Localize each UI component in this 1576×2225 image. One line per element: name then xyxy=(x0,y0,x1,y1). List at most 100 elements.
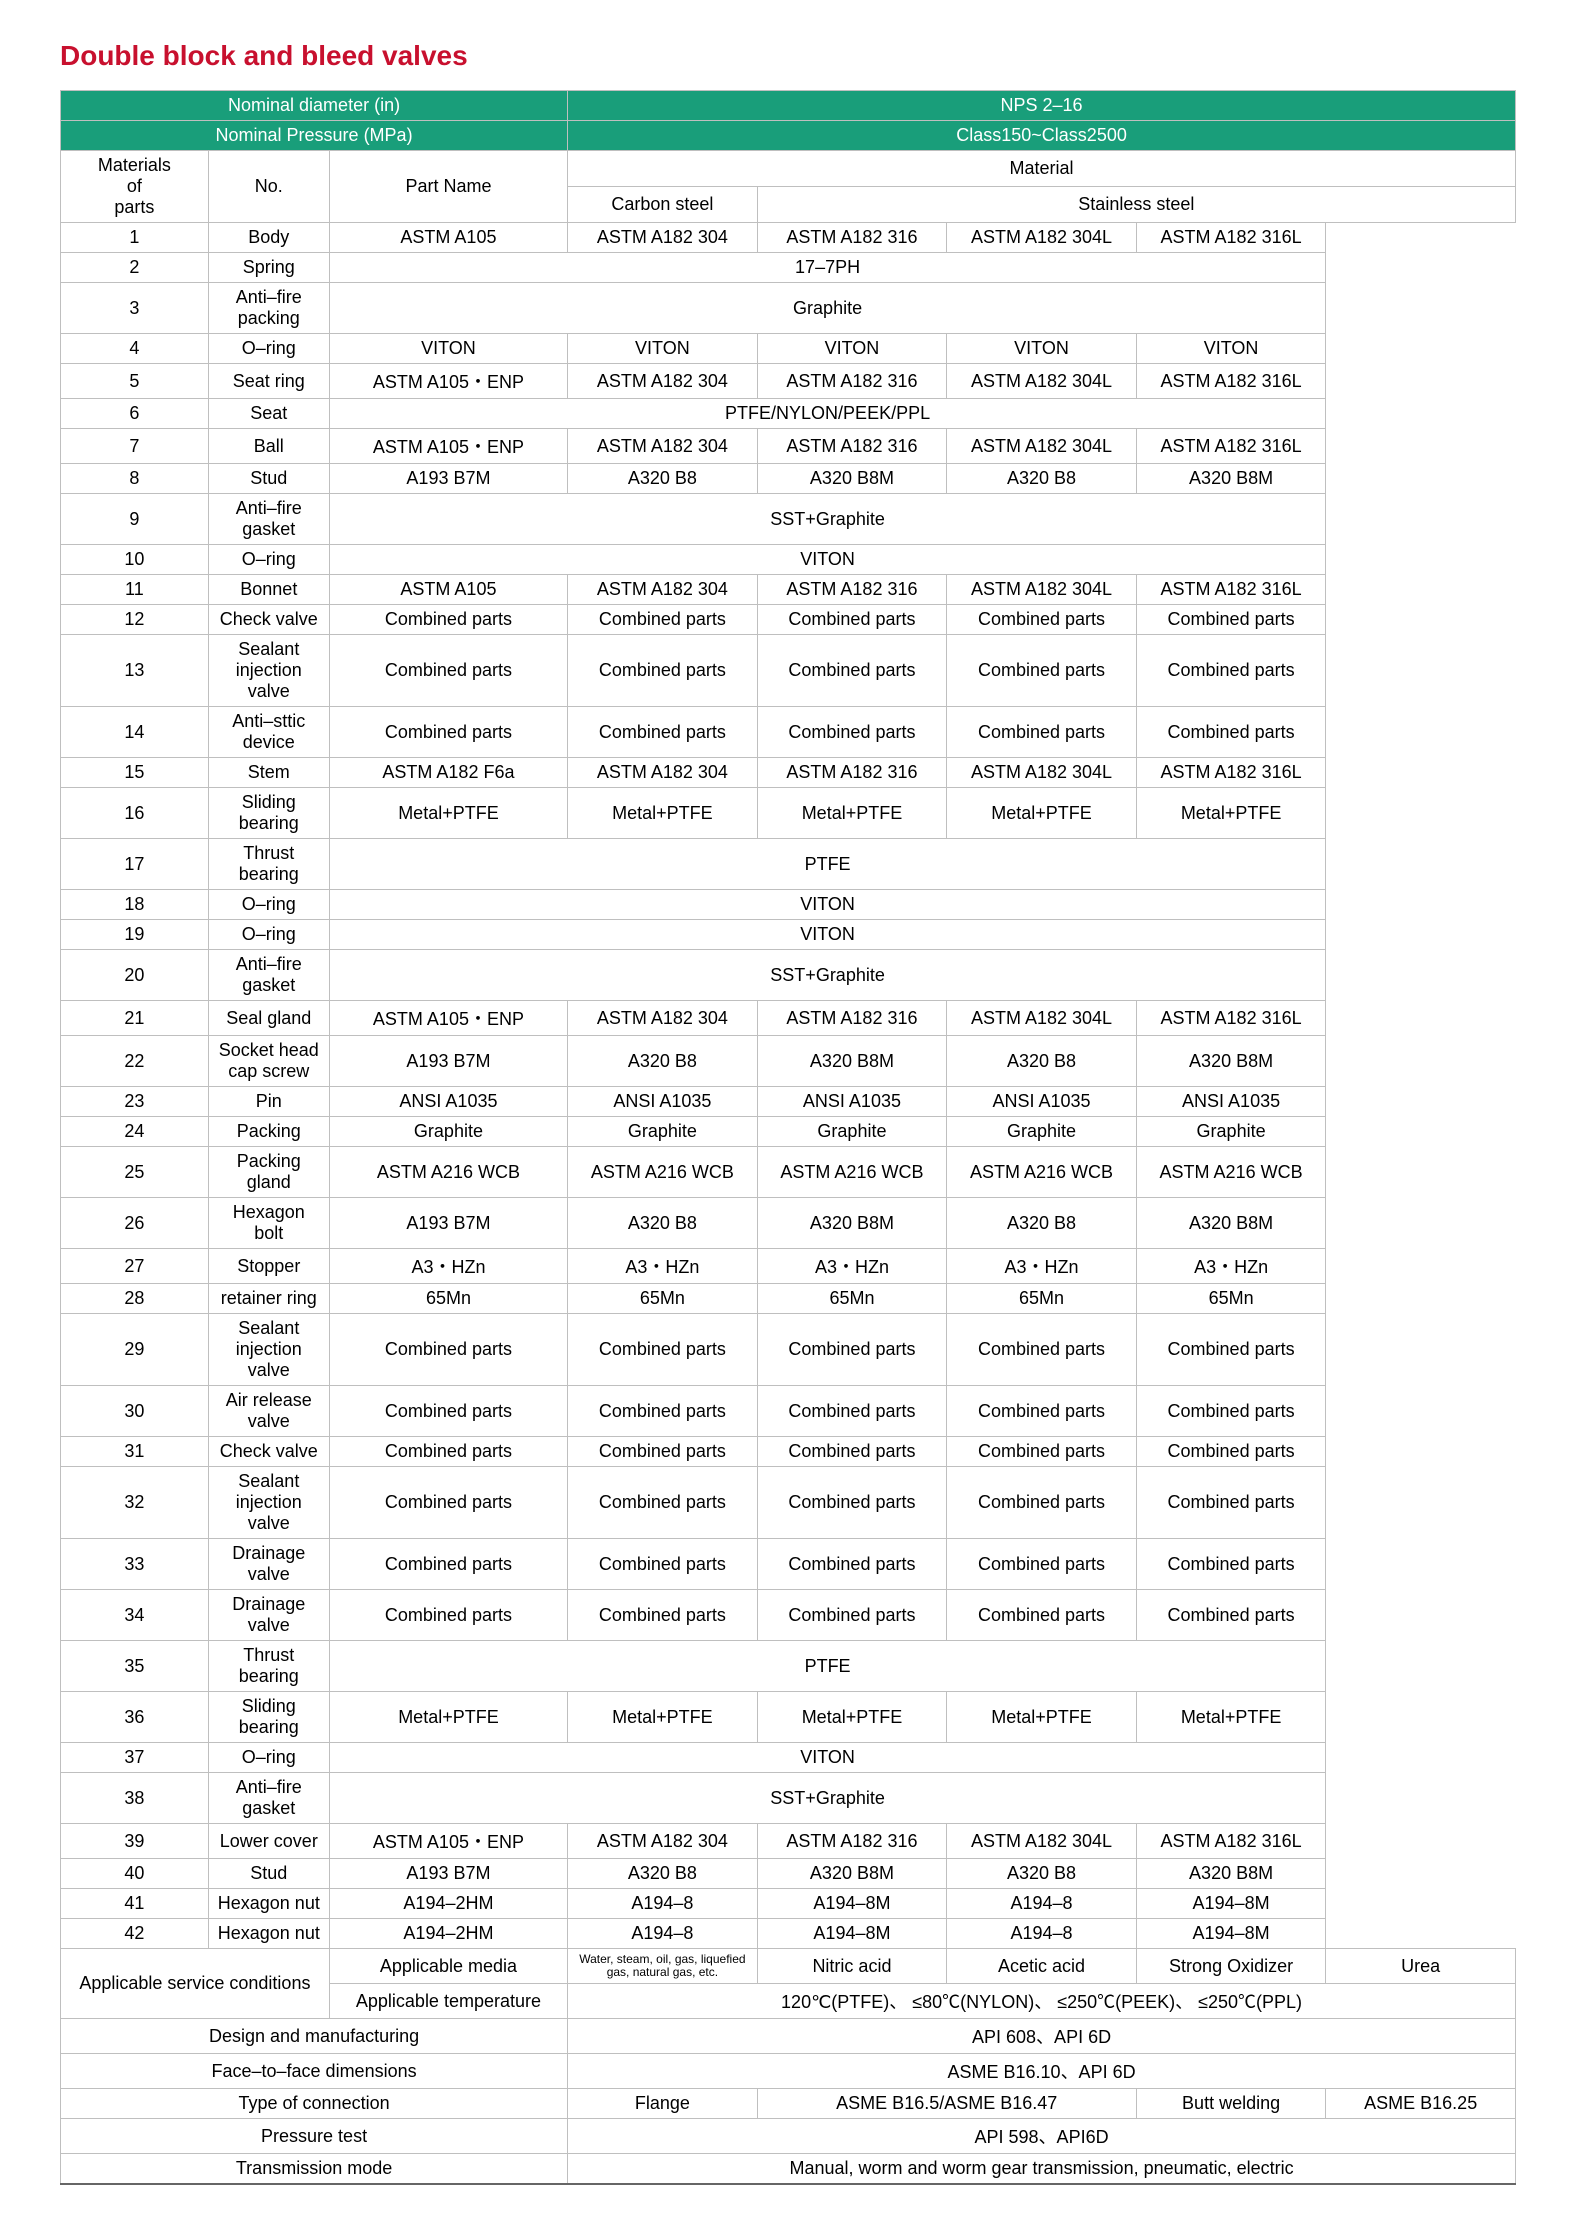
col-stainless-steel: Stainless steel xyxy=(757,187,1515,223)
part-material-cell: Combined parts xyxy=(568,1386,758,1437)
table-row: 2Spring17–7PH xyxy=(61,253,1516,283)
part-material-span: PTFE xyxy=(329,839,1326,890)
table-row: 27StopperA3・HZnA3・HZnA3・HZnA3・HZnA3・HZn xyxy=(61,1249,1516,1284)
part-material-cell: ASTM A182 304L xyxy=(947,364,1137,399)
part-material-cell: ASTM A182 316 xyxy=(757,575,947,605)
table-row: 38Anti–fire gasketSST+Graphite xyxy=(61,1773,1516,1824)
part-material-cell: Combined parts xyxy=(947,1590,1137,1641)
part-material-cell: A320 B8 xyxy=(568,1859,758,1889)
part-material-cell: A320 B8M xyxy=(1136,1198,1326,1249)
part-no: 33 xyxy=(61,1539,209,1590)
part-material-cell: ASTM A182 316L xyxy=(1136,1824,1326,1859)
row-design-label: Design and manufacturing xyxy=(61,2019,568,2054)
part-name: Anti–sttic device xyxy=(208,707,329,758)
part-material-cell: ASTM A182 304 xyxy=(568,364,758,399)
part-material-cell: Combined parts xyxy=(947,1386,1137,1437)
part-material-cell: Combined parts xyxy=(757,1314,947,1386)
part-material-span: VITON xyxy=(329,545,1326,575)
part-material-cell: A320 B8M xyxy=(757,1859,947,1889)
valve-spec-table: Nominal diameter (in) NPS 2–16 Nominal P… xyxy=(60,90,1516,2185)
part-no: 9 xyxy=(61,494,209,545)
part-no: 2 xyxy=(61,253,209,283)
part-no: 34 xyxy=(61,1590,209,1641)
part-material-cell: Combined parts xyxy=(568,1314,758,1386)
part-material-cell: Metal+PTFE xyxy=(568,788,758,839)
part-no: 5 xyxy=(61,364,209,399)
part-material-cell: Combined parts xyxy=(947,635,1137,707)
part-material-cell: Combined parts xyxy=(757,605,947,635)
part-material-cell: Metal+PTFE xyxy=(329,1692,567,1743)
hdr-nom-press-label: Nominal Pressure (MPa) xyxy=(61,121,568,151)
part-material-cell: ASTM A182 304L xyxy=(947,1824,1137,1859)
part-material-cell: Combined parts xyxy=(1136,1467,1326,1539)
part-material-cell: A194–8 xyxy=(947,1919,1137,1949)
part-material-cell: Graphite xyxy=(947,1117,1137,1147)
part-material-cell: Graphite xyxy=(757,1117,947,1147)
part-no: 42 xyxy=(61,1919,209,1949)
side-label-materials: Materialsofparts xyxy=(61,151,209,223)
part-no: 37 xyxy=(61,1743,209,1773)
part-material-cell: ASTM A182 304 xyxy=(568,575,758,605)
part-material-cell: A320 B8M xyxy=(1136,1859,1326,1889)
part-no: 4 xyxy=(61,334,209,364)
part-material-cell: ASTM A182 304 xyxy=(568,1001,758,1036)
part-material-cell: A193 B7M xyxy=(329,464,567,494)
part-name: Bonnet xyxy=(208,575,329,605)
part-material-cell: Combined parts xyxy=(757,1590,947,1641)
part-no: 24 xyxy=(61,1117,209,1147)
part-name: Hexagon bolt xyxy=(208,1198,329,1249)
part-name: O–ring xyxy=(208,1743,329,1773)
part-material-cell: A320 B8 xyxy=(947,1859,1137,1889)
part-material-cell: A194–2HM xyxy=(329,1919,567,1949)
part-name: Drainage valve xyxy=(208,1539,329,1590)
part-material-cell: ASTM A182 304L xyxy=(947,223,1137,253)
part-name: Seat ring xyxy=(208,364,329,399)
part-material-cell: Combined parts xyxy=(1136,1386,1326,1437)
part-material-cell: A194–8 xyxy=(568,1919,758,1949)
part-material-cell: ASTM A105・ENP xyxy=(329,1824,567,1859)
part-material-cell: 65Mn xyxy=(1136,1284,1326,1314)
part-material-span: PTFE/NYLON/PEEK/PPL xyxy=(329,399,1326,429)
part-name: Sealant injection valve xyxy=(208,1314,329,1386)
row-ftf-value: ASME B16.10、API 6D xyxy=(568,2054,1516,2089)
part-no: 41 xyxy=(61,1889,209,1919)
part-name: O–ring xyxy=(208,920,329,950)
table-row: 35Thrust bearingPTFE xyxy=(61,1641,1516,1692)
part-name: Stud xyxy=(208,464,329,494)
part-material-cell: Combined parts xyxy=(757,635,947,707)
part-material-cell: ASTM A182 316L xyxy=(1136,223,1326,253)
part-material-cell: 65Mn xyxy=(947,1284,1137,1314)
svc-media-2: Acetic acid xyxy=(947,1949,1137,1984)
part-material-cell: Metal+PTFE xyxy=(329,788,567,839)
part-material-cell: ASTM A182 316 xyxy=(757,223,947,253)
part-name: Seat xyxy=(208,399,329,429)
part-material-cell: ASTM A182 304 xyxy=(568,758,758,788)
row-press-label: Pressure test xyxy=(61,2119,568,2154)
part-material-cell: A194–8M xyxy=(757,1919,947,1949)
hdr-nom-diam-value: NPS 2–16 xyxy=(568,91,1516,121)
part-name: Air release valve xyxy=(208,1386,329,1437)
table-row: 24PackingGraphiteGraphiteGraphiteGraphit… xyxy=(61,1117,1516,1147)
part-no: 1 xyxy=(61,223,209,253)
row-trans-label: Transmission mode xyxy=(61,2154,568,2185)
part-no: 19 xyxy=(61,920,209,950)
part-material-cell: VITON xyxy=(757,334,947,364)
part-material-cell: ASTM A182 316 xyxy=(757,364,947,399)
table-row: 28retainer ring65Mn65Mn65Mn65Mn65Mn xyxy=(61,1284,1516,1314)
part-material-cell: A320 B8 xyxy=(947,1198,1137,1249)
row-design-value: API 608、API 6D xyxy=(568,2019,1516,2054)
part-name: Anti–fire gasket xyxy=(208,950,329,1001)
table-row: 30Air release valveCombined partsCombine… xyxy=(61,1386,1516,1437)
part-name: Hexagon nut xyxy=(208,1919,329,1949)
table-row: 19O–ringVITON xyxy=(61,920,1516,950)
part-no: 25 xyxy=(61,1147,209,1198)
part-name: Spring xyxy=(208,253,329,283)
table-row: 25Packing glandASTM A216 WCBASTM A216 WC… xyxy=(61,1147,1516,1198)
part-material-cell: Metal+PTFE xyxy=(757,1692,947,1743)
table-row: 1BodyASTM A105ASTM A182 304ASTM A182 316… xyxy=(61,223,1516,253)
part-material-cell: Combined parts xyxy=(568,605,758,635)
part-material-cell: ASTM A216 WCB xyxy=(757,1147,947,1198)
part-material-cell: VITON xyxy=(947,334,1137,364)
part-name: Pin xyxy=(208,1087,329,1117)
part-no: 6 xyxy=(61,399,209,429)
